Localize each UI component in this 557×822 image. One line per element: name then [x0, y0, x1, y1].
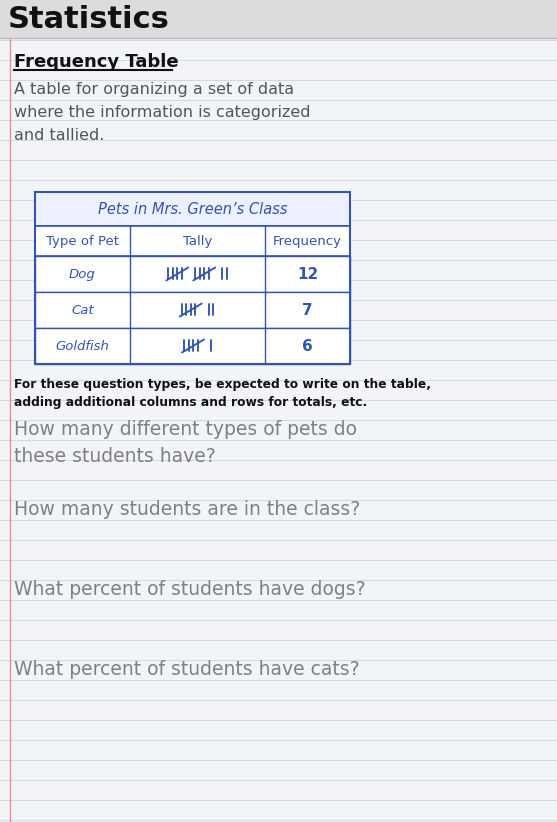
Bar: [35, 256, 350, 292]
Bar: [35, 226, 350, 256]
Text: Pets in Mrs. Green’s Class: Pets in Mrs. Green’s Class: [97, 201, 287, 216]
Text: Goldfish: Goldfish: [56, 339, 109, 353]
Text: How many students are in the class?: How many students are in the class?: [14, 500, 360, 519]
Text: 6: 6: [302, 339, 313, 353]
Text: Cat: Cat: [71, 303, 94, 316]
Text: Statistics: Statistics: [8, 4, 170, 34]
Bar: [35, 328, 350, 364]
Text: 12: 12: [297, 266, 318, 281]
Text: For these question types, be expected to write on the table,
adding additional c: For these question types, be expected to…: [14, 378, 431, 409]
Text: What percent of students have dogs?: What percent of students have dogs?: [14, 580, 365, 599]
Bar: [35, 192, 350, 226]
Text: How many different types of pets do
these students have?: How many different types of pets do thes…: [14, 420, 357, 466]
Text: Frequency Table: Frequency Table: [14, 53, 179, 71]
Text: 7: 7: [302, 302, 313, 317]
Text: A table for organizing a set of data
where the information is categorized
and ta: A table for organizing a set of data whe…: [14, 82, 310, 142]
Bar: [0, 0, 557, 38]
Text: What percent of students have cats?: What percent of students have cats?: [14, 660, 360, 679]
Text: Frequency: Frequency: [273, 234, 342, 247]
Bar: [35, 192, 350, 364]
Text: Type of Pet: Type of Pet: [46, 234, 119, 247]
Text: Tally: Tally: [183, 234, 212, 247]
Text: Dog: Dog: [69, 267, 96, 280]
Bar: [35, 292, 350, 328]
